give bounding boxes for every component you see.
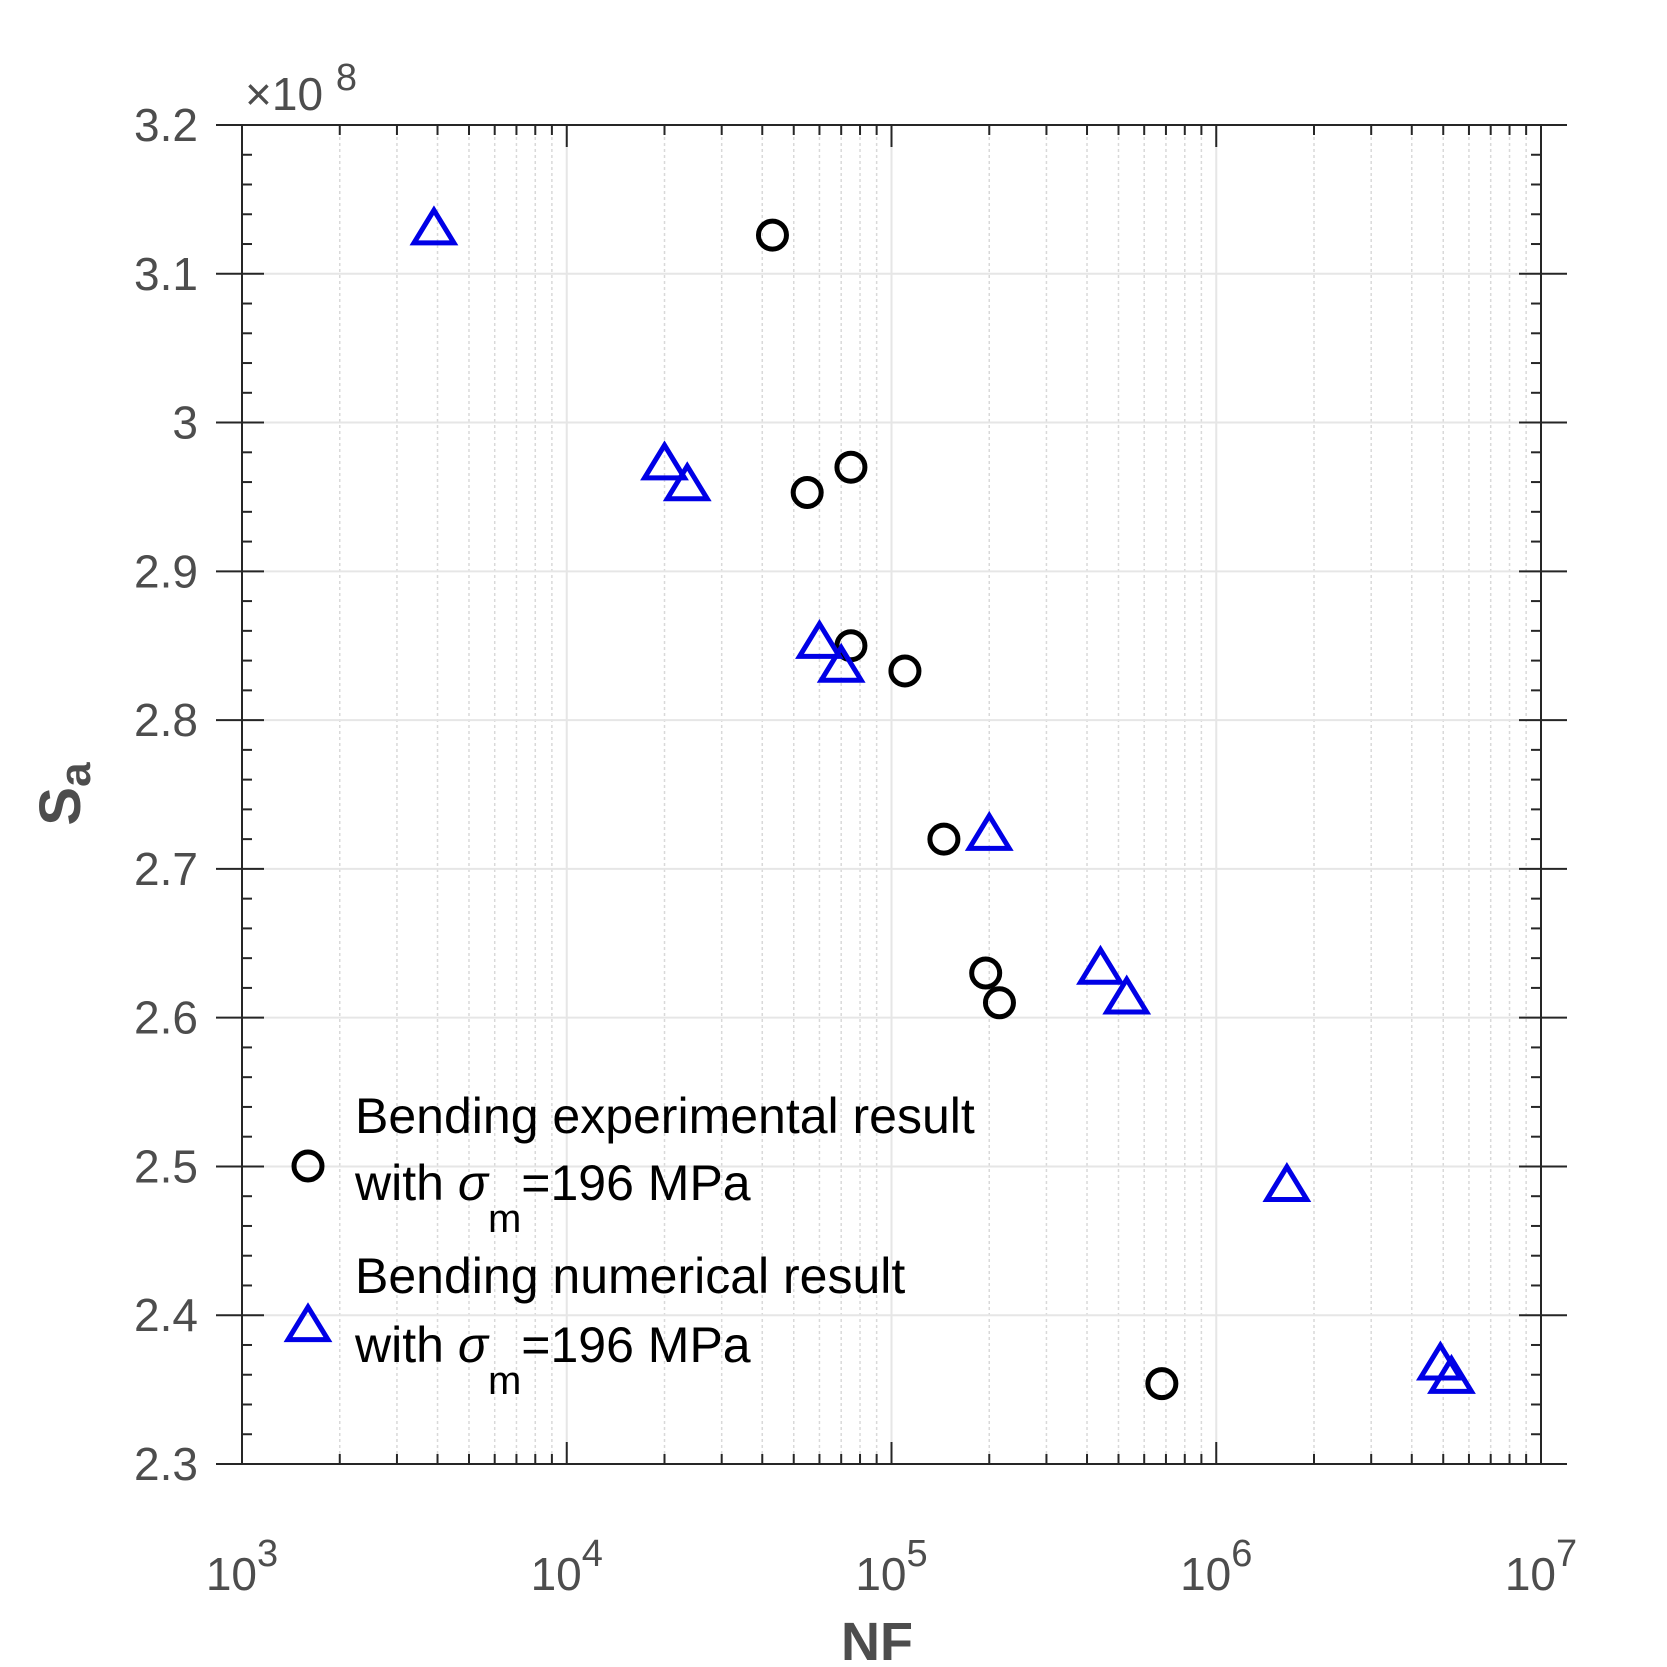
legend-marker-circle [291, 1149, 325, 1183]
data-series [409, 205, 1476, 1401]
y-tick-label: 2.7 [134, 843, 198, 895]
x-tick-label: 105 [855, 1533, 927, 1600]
experimental-point [888, 654, 922, 688]
numerical-point [964, 810, 1014, 851]
experimental-point [927, 822, 961, 856]
y-tick-label: 2.4 [134, 1289, 198, 1341]
x-tick-label: 107 [1505, 1533, 1577, 1600]
experimental-point [755, 218, 789, 252]
x-tick-label: 106 [1180, 1533, 1252, 1600]
experimental-point [790, 475, 824, 509]
numerical-point [795, 618, 844, 659]
svg-text:Sa: Sa [28, 762, 100, 826]
legend-marker-triangle [283, 1302, 333, 1343]
legend: Bending experimental result with σm=196 M… [283, 1088, 975, 1403]
y-tick-label: 2.5 [134, 1140, 198, 1192]
numerical-point [1427, 1353, 1476, 1394]
experimental-point [969, 956, 1003, 990]
legend-label-line2: with σm=196 MPa [354, 1317, 751, 1403]
experimental-point [834, 450, 868, 484]
legend-entry-2: Bending numerical result with σm=196 MPa [283, 1248, 905, 1403]
y-tick-label: 2.8 [134, 694, 198, 746]
y-exponent-label: ×10 8 [245, 57, 357, 120]
svg-text:×10 8: ×10 8 [245, 57, 357, 120]
x-axis-title: NF [841, 1612, 913, 1667]
x-tick-label: 103 [206, 1533, 278, 1600]
y-exponent-base: ×10 [245, 68, 323, 120]
numerical-point [409, 205, 459, 246]
numerical-point [816, 642, 866, 683]
numerical-point [1076, 944, 1125, 985]
numerical-point [662, 461, 712, 502]
numerical-point [1102, 974, 1152, 1015]
y-tick-label: 2.9 [134, 545, 198, 597]
legend-label-line1: Bending experimental result [355, 1088, 975, 1144]
x-tick-label: 104 [531, 1533, 603, 1600]
numerical-point [1262, 1161, 1312, 1202]
y-tick-label: 2.3 [134, 1438, 198, 1490]
y-tick-labels: 2.3 2.4 2.5 2.6 2.7 2.8 2.9 3 3.1 3.2 [134, 99, 198, 1490]
legend-label-line2: with σm=196 MPa [354, 1155, 751, 1241]
experimental-point [982, 986, 1016, 1020]
experimental-point [1145, 1367, 1179, 1401]
axis-ticks [216, 124, 1567, 1465]
y-axis-title: Sa [28, 762, 100, 826]
y-tick-label: 3 [172, 397, 198, 449]
y-tick-label: 2.6 [134, 992, 198, 1044]
x-tick-labels: 103 104 105 106 107 [206, 1533, 1577, 1600]
series-1 [755, 218, 1179, 1401]
numerical-point [640, 440, 689, 481]
series-2 [409, 205, 1476, 1394]
y-axis-title-subscript: a [51, 762, 100, 787]
y-tick-label: 3.2 [134, 99, 198, 151]
y-tick-label: 3.1 [134, 248, 198, 300]
legend-entry-1: Bending experimental result with σm=196 M… [291, 1088, 975, 1241]
y-axis-title-main: S [28, 787, 93, 826]
y-exponent-power: 8 [336, 57, 357, 99]
legend-label-line1: Bending numerical result [355, 1248, 905, 1304]
